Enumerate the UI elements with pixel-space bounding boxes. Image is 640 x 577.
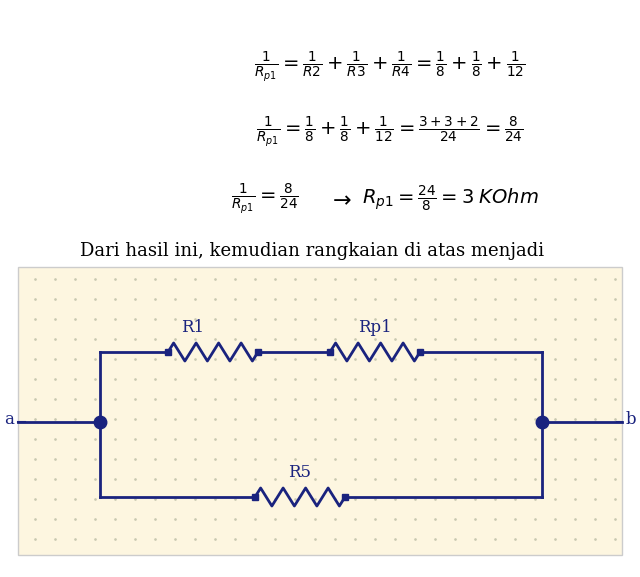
- Text: Rp1: Rp1: [358, 319, 392, 336]
- Text: Dari hasil ini, kemudian rangkaian di atas menjadi: Dari hasil ini, kemudian rangkaian di at…: [80, 242, 544, 260]
- Text: b: b: [626, 411, 637, 429]
- FancyBboxPatch shape: [18, 267, 622, 555]
- Text: a: a: [4, 411, 14, 429]
- Text: $\frac{1}{R_{p1}} = \frac{1}{R2} + \frac{1}{R3} + \frac{1}{R4} = \frac{1}{8} + \: $\frac{1}{R_{p1}} = \frac{1}{R2} + \frac…: [254, 50, 525, 84]
- Text: $R_{p1} = \frac{24}{8} = 3\; KOhm$: $R_{p1} = \frac{24}{8} = 3\; KOhm$: [362, 184, 538, 214]
- Text: $\rightarrow$: $\rightarrow$: [328, 188, 352, 210]
- Text: $\frac{1}{R_{p1}} = \frac{8}{24}$: $\frac{1}{R_{p1}} = \frac{8}{24}$: [231, 182, 299, 216]
- Text: $\frac{1}{R_{p1}} = \frac{1}{8} + \frac{1}{8} + \frac{1}{12} = \frac{3+3+2}{24} : $\frac{1}{R_{p1}} = \frac{1}{8} + \frac{…: [256, 115, 524, 149]
- Text: R5: R5: [289, 464, 312, 481]
- Text: R1: R1: [181, 319, 205, 336]
